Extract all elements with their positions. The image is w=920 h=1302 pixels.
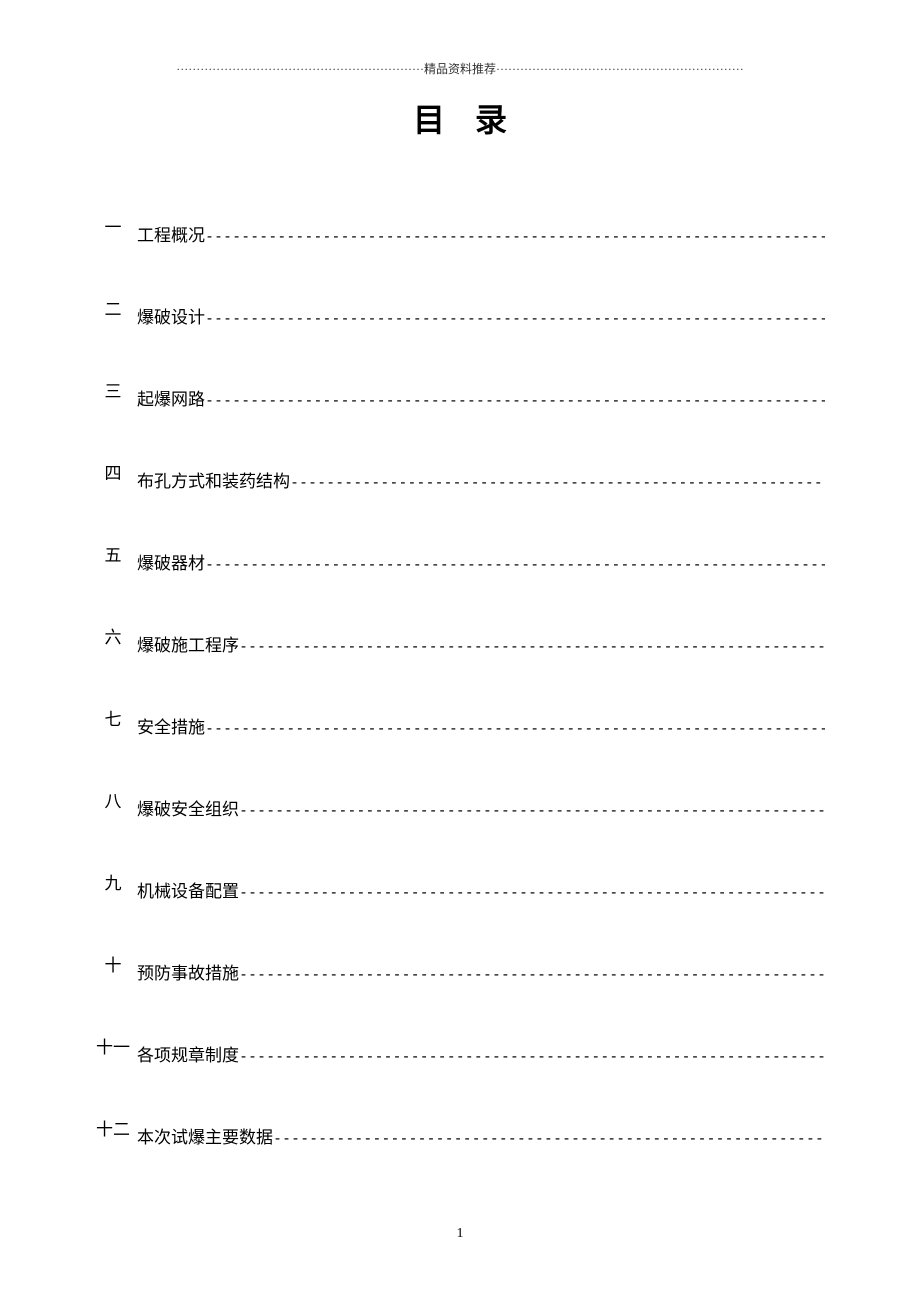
toc-item: 一 工程概况 ---------------------------------… (95, 221, 825, 246)
toc-leader: ----------------------------------------… (239, 801, 825, 819)
toc-item: 六 爆破施工程序 -------------------------------… (95, 631, 825, 656)
toc-item: 九 机械设备配置 -------------------------------… (95, 877, 825, 902)
toc-number: 四 (95, 459, 131, 484)
document-page: ········································… (0, 0, 920, 1148)
page-number: 1 (0, 1226, 920, 1242)
toc-item: 十 预防事故措施 -------------------------------… (95, 959, 825, 984)
toc-item: 四 布孔方式和装药结构 ----------------------------… (95, 467, 825, 492)
toc-leader: ----------------------------------------… (205, 719, 825, 737)
toc-item: 十二 本次试爆主要数据 ----------------------------… (95, 1123, 825, 1148)
header-decoration: ········································… (95, 60, 825, 77)
toc-list: 一 工程概况 ---------------------------------… (95, 221, 825, 1148)
header-center-text: 精品资料推荐 (424, 62, 496, 76)
toc-number: 七 (95, 705, 131, 730)
toc-item: 五 爆破器材 ---------------------------------… (95, 549, 825, 574)
toc-label: 各项规章制度 (137, 1041, 239, 1066)
toc-leader: ----------------------------------------… (205, 391, 825, 409)
toc-leader: ----------------------------------------… (239, 1047, 825, 1065)
toc-leader: ----------------------------------------… (273, 1129, 825, 1147)
toc-number: 二 (95, 295, 131, 320)
toc-number: 八 (95, 787, 131, 812)
toc-leader: ----------------------------------------… (205, 555, 825, 573)
toc-item: 七 安全措施 ---------------------------------… (95, 713, 825, 738)
toc-number: 十二 (95, 1115, 131, 1140)
toc-number: 六 (95, 623, 131, 648)
toc-number: 十一 (95, 1033, 131, 1058)
toc-label: 爆破施工程序 (137, 631, 239, 656)
toc-label: 爆破安全组织 (137, 795, 239, 820)
toc-item: 二 爆破设计 ---------------------------------… (95, 303, 825, 328)
toc-label: 布孔方式和装药结构 (137, 467, 290, 492)
toc-label: 预防事故措施 (137, 959, 239, 984)
toc-number: 五 (95, 541, 131, 566)
toc-item: 十一 各项规章制度 ------------------------------… (95, 1041, 825, 1066)
toc-label: 工程概况 (137, 221, 205, 246)
toc-leader: ----------------------------------------… (239, 965, 825, 983)
toc-item: 八 爆破安全组织 -------------------------------… (95, 795, 825, 820)
toc-label: 爆破器材 (137, 549, 205, 574)
toc-label: 机械设备配置 (137, 877, 239, 902)
toc-label: 安全措施 (137, 713, 205, 738)
toc-number: 一 (95, 213, 131, 238)
header-dots-right: ········································… (496, 62, 744, 76)
page-title: 目录 (95, 95, 825, 141)
toc-item: 三 起爆网路 ---------------------------------… (95, 385, 825, 410)
toc-leader: ----------------------------------------… (239, 883, 825, 901)
toc-number: 十 (95, 951, 131, 976)
toc-number: 九 (95, 869, 131, 894)
toc-label: 本次试爆主要数据 (137, 1123, 273, 1148)
header-dots-left: ········································… (176, 62, 424, 76)
toc-label: 爆破设计 (137, 303, 205, 328)
toc-leader: ----------------------------------------… (290, 473, 825, 491)
toc-label: 起爆网路 (137, 385, 205, 410)
toc-leader: ----------------------------------------… (239, 637, 825, 655)
toc-leader: ----------------------------------------… (205, 227, 825, 245)
toc-leader: ----------------------------------------… (205, 309, 825, 327)
toc-number: 三 (95, 377, 131, 402)
